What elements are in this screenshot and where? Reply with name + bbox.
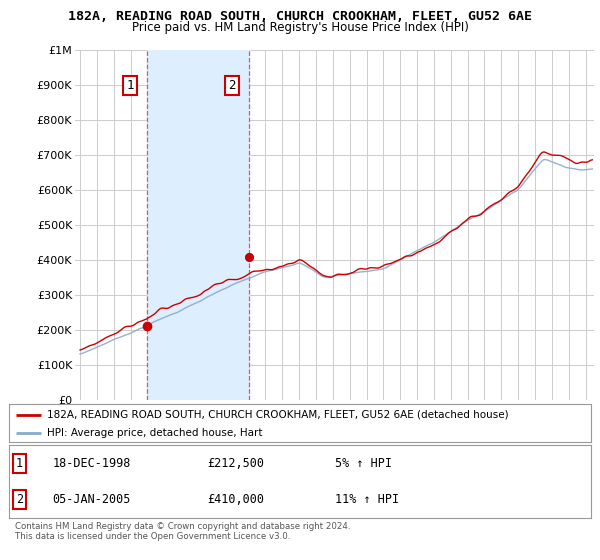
Text: 1: 1 — [16, 457, 23, 470]
Text: 1: 1 — [126, 79, 134, 92]
Text: 182A, READING ROAD SOUTH, CHURCH CROOKHAM, FLEET, GU52 6AE: 182A, READING ROAD SOUTH, CHURCH CROOKHA… — [68, 10, 532, 23]
Text: 2: 2 — [228, 79, 236, 92]
Text: 2: 2 — [16, 493, 23, 506]
Text: 11% ↑ HPI: 11% ↑ HPI — [335, 493, 399, 506]
Text: Contains HM Land Registry data © Crown copyright and database right 2024.
This d: Contains HM Land Registry data © Crown c… — [15, 522, 350, 542]
Text: £212,500: £212,500 — [207, 457, 264, 470]
Bar — [147, 50, 249, 400]
Text: Price paid vs. HM Land Registry's House Price Index (HPI): Price paid vs. HM Land Registry's House … — [131, 21, 469, 34]
Text: £410,000: £410,000 — [207, 493, 264, 506]
Text: 18-DEC-1998: 18-DEC-1998 — [53, 457, 131, 470]
Text: 182A, READING ROAD SOUTH, CHURCH CROOKHAM, FLEET, GU52 6AE (detached house): 182A, READING ROAD SOUTH, CHURCH CROOKHA… — [47, 410, 508, 420]
Text: 5% ↑ HPI: 5% ↑ HPI — [335, 457, 392, 470]
Text: HPI: Average price, detached house, Hart: HPI: Average price, detached house, Hart — [47, 428, 262, 438]
Text: 05-JAN-2005: 05-JAN-2005 — [53, 493, 131, 506]
